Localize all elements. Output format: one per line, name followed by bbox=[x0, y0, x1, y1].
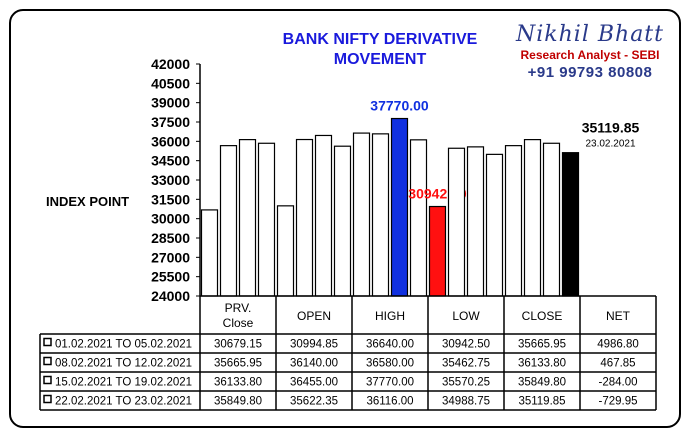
y-tick-label: 31500 bbox=[151, 191, 190, 207]
chart-title-line1: BANK NIFTY DERIVATIVE bbox=[282, 31, 478, 48]
table-cell: 35622.35 bbox=[290, 396, 338, 408]
table-cell: 34988.75 bbox=[442, 396, 490, 408]
bar bbox=[561, 152, 580, 297]
bar bbox=[390, 117, 409, 297]
table-cell: 30942.50 bbox=[442, 339, 490, 351]
data-label: 37770.00 bbox=[370, 98, 429, 114]
bar bbox=[333, 145, 352, 297]
bar bbox=[219, 145, 238, 297]
y-tick-label: 27000 bbox=[151, 249, 190, 265]
table-cell: -729.95 bbox=[598, 396, 637, 408]
table-cell: 35119.85 bbox=[518, 396, 565, 408]
legend-label: 15.02.2021 TO 19.02.2021 bbox=[55, 377, 192, 389]
y-axis-label: INDEX POINT bbox=[46, 194, 129, 209]
table-cell: 35849.80 bbox=[518, 377, 566, 389]
y-tick-label: 42000 bbox=[151, 56, 190, 72]
y-tick-label: 25500 bbox=[151, 269, 190, 285]
y-tick-label: 30000 bbox=[151, 211, 190, 227]
table-cell: 36580.00 bbox=[366, 358, 414, 370]
legend-label: 01.02.2021 TO 05.02.2021 bbox=[55, 339, 192, 351]
bar bbox=[352, 132, 371, 297]
chart-title: BANK NIFTY DERIVATIVE MOVEMENT bbox=[260, 30, 500, 70]
bar bbox=[314, 134, 333, 297]
table-header: LOW bbox=[452, 309, 480, 323]
bar bbox=[485, 153, 504, 297]
table-cell: 467.85 bbox=[600, 358, 635, 370]
legend-label: 08.02.2021 TO 12.02.2021 bbox=[55, 358, 192, 370]
y-tick-label: 37500 bbox=[151, 114, 190, 130]
table-cell: 36140.00 bbox=[290, 358, 338, 370]
table-header: Close bbox=[223, 316, 254, 330]
chart-frame bbox=[9, 9, 681, 428]
brand-role: Research Analyst - SEBI bbox=[520, 48, 660, 62]
table-cell: 36116.00 bbox=[366, 396, 413, 408]
table-cell: 36455.00 bbox=[290, 377, 338, 389]
chart-title-line2: MOVEMENT bbox=[333, 51, 427, 68]
data-label: 35119.85 bbox=[582, 120, 640, 136]
bar bbox=[371, 133, 390, 297]
y-tick-label: 33000 bbox=[151, 172, 190, 188]
bar bbox=[466, 146, 485, 297]
table-cell: -284.00 bbox=[598, 377, 637, 389]
table-cell: 36133.80 bbox=[214, 377, 262, 389]
legend-swatch bbox=[43, 337, 52, 347]
bar bbox=[504, 145, 523, 297]
y-tick-label: 28500 bbox=[151, 230, 190, 246]
table-cell: 36133.80 bbox=[518, 358, 566, 370]
legend-label: 22.02.2021 TO 23.02.2021 bbox=[55, 396, 192, 408]
table-cell: 35570.25 bbox=[442, 377, 490, 389]
table-header: HIGH bbox=[375, 309, 405, 323]
legend-swatch bbox=[43, 394, 52, 404]
bar bbox=[447, 147, 466, 297]
brand-name: Nikhil Bhatt bbox=[516, 22, 664, 47]
table-cell: 35665.95 bbox=[214, 358, 262, 370]
bar bbox=[276, 205, 295, 297]
bar bbox=[428, 205, 447, 297]
bar bbox=[523, 139, 542, 297]
table-cell: 4986.80 bbox=[597, 339, 639, 351]
table-header: OPEN bbox=[297, 309, 331, 323]
y-tick-label: 40500 bbox=[151, 75, 190, 91]
table-cell: 35849.80 bbox=[214, 396, 262, 408]
brand-block: Nikhil Bhatt Research Analyst - SEBI +91… bbox=[500, 22, 680, 81]
table-cell: 30679.15 bbox=[214, 339, 262, 351]
bar bbox=[238, 139, 257, 297]
table-header: CLOSE bbox=[522, 309, 563, 323]
bar bbox=[295, 138, 314, 297]
table-header: PRV. bbox=[225, 301, 252, 315]
data-sublabel: 23.02.2021 bbox=[585, 139, 635, 150]
legend-swatch bbox=[43, 356, 52, 366]
y-tick-label: 24000 bbox=[151, 288, 190, 304]
bar bbox=[542, 142, 561, 297]
y-tick-label: 34500 bbox=[151, 153, 190, 169]
brand-phone: +91 99793 80808 bbox=[527, 64, 653, 81]
table-cell: 36640.00 bbox=[366, 339, 414, 351]
bar bbox=[257, 142, 276, 297]
y-tick-label: 36000 bbox=[151, 133, 190, 149]
y-tick-label: 39000 bbox=[151, 95, 190, 111]
table-cell: 37770.00 bbox=[366, 377, 414, 389]
legend-swatch bbox=[43, 375, 52, 385]
table-header: NET bbox=[606, 309, 631, 323]
table-cell: 35462.75 bbox=[442, 358, 490, 370]
bar bbox=[409, 139, 428, 297]
table-cell: 30994.85 bbox=[290, 339, 338, 351]
bar bbox=[200, 209, 219, 297]
table-cell: 35665.95 bbox=[518, 339, 566, 351]
